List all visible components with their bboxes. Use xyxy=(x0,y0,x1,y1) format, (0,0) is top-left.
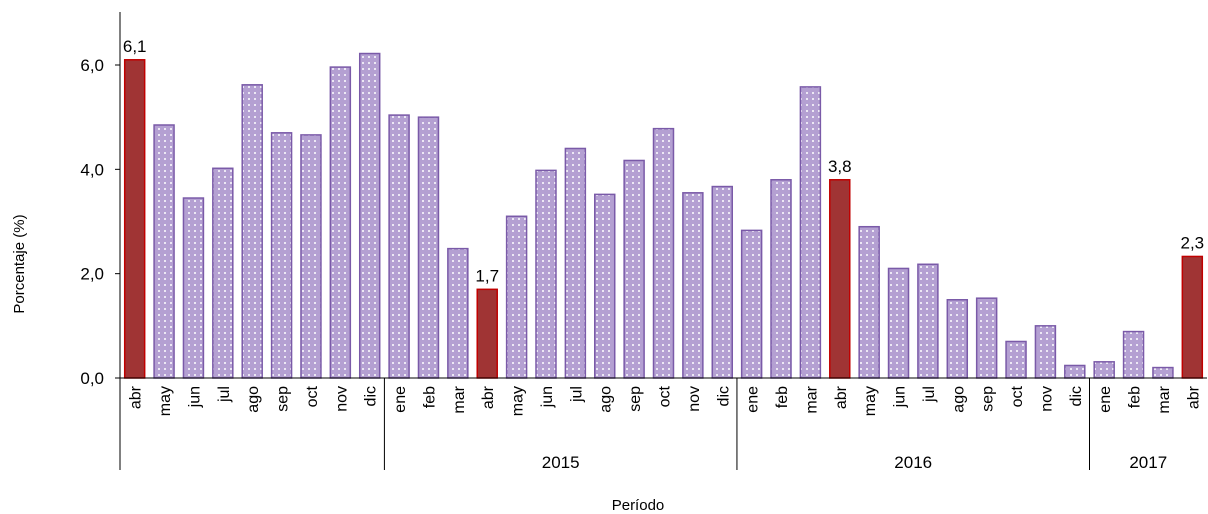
x-tick-label: ago xyxy=(598,386,615,413)
x-tick-label: dic xyxy=(363,386,380,406)
x-tick-label: sep xyxy=(275,386,292,412)
y-tick-label: 6,0 xyxy=(80,56,104,75)
bar xyxy=(564,147,587,379)
x-tick-label: oct xyxy=(304,385,321,407)
bar-highlighted xyxy=(1181,255,1204,379)
bar xyxy=(212,167,234,379)
bar xyxy=(182,197,205,379)
data-label: 2,3 xyxy=(1180,233,1204,252)
x-tick-label: abr xyxy=(833,385,850,409)
bar xyxy=(799,86,822,379)
bar xyxy=(270,132,293,379)
bar xyxy=(300,134,322,379)
bar xyxy=(153,124,175,379)
y-axis: 0,0 2,0 4,0 6,0 xyxy=(80,12,121,388)
x-tick-label: ene xyxy=(1097,386,1114,413)
x-tick-label: jun xyxy=(892,386,909,408)
bar xyxy=(917,263,939,379)
x-tick-label: abr xyxy=(128,385,145,409)
x-tick-label: jul xyxy=(216,386,233,403)
x-tick-label: mar xyxy=(451,385,468,413)
x-tick-label: mar xyxy=(1156,385,1173,413)
bar xyxy=(887,267,910,379)
x-tick-label: ene xyxy=(745,386,762,413)
bar xyxy=(1005,340,1027,379)
bar xyxy=(505,215,528,379)
x-tick-label: may xyxy=(510,386,527,416)
y-tick-label: 4,0 xyxy=(80,160,104,179)
bar xyxy=(623,159,645,379)
bar xyxy=(975,297,998,379)
x-tick-label: may xyxy=(862,386,879,416)
bar xyxy=(770,179,792,379)
x-tick-label: feb xyxy=(421,386,438,408)
bar xyxy=(1152,366,1174,379)
x-tick-label: nov xyxy=(333,386,350,412)
x-tick-label: feb xyxy=(1127,386,1144,408)
x-axis: abr may jun jul ago sep oct nov dic ene feb mar abr m… xyxy=(119,377,1207,472)
x-tick-label: oct xyxy=(657,385,674,407)
year-label: 2016 xyxy=(894,453,932,472)
bar xyxy=(329,66,352,379)
x-tick-label: sep xyxy=(627,386,644,412)
bar xyxy=(1064,364,1086,379)
x-tick-label: jun xyxy=(186,386,203,408)
x-tick-label: ago xyxy=(245,386,262,413)
bar xyxy=(740,229,763,379)
bar xyxy=(241,84,263,379)
bar xyxy=(1034,325,1057,379)
bar-highlighted xyxy=(123,59,146,379)
x-tick-label: abr xyxy=(1185,385,1202,409)
bars xyxy=(123,52,1204,379)
x-tick-label: nov xyxy=(1038,386,1055,412)
bar xyxy=(417,116,440,379)
y-axis-title: Porcentaje (%) xyxy=(11,214,28,313)
bar xyxy=(652,127,675,379)
data-labels: 6,1 1,7 3,8 2,3 xyxy=(123,37,1204,286)
x-tick-label: feb xyxy=(774,386,791,408)
x-tick-label: jul xyxy=(921,386,938,403)
x-tick-label: may xyxy=(157,386,174,416)
bar xyxy=(388,114,410,379)
bar xyxy=(1093,361,1115,379)
y-tick-label: 2,0 xyxy=(80,265,104,284)
x-tick-label: jun xyxy=(539,386,556,408)
x-tick-label: dic xyxy=(1068,386,1085,406)
x-tick-label: sep xyxy=(980,386,997,412)
bar xyxy=(594,193,616,379)
x-tick-label: nov xyxy=(686,386,703,412)
bar xyxy=(858,225,880,379)
bar xyxy=(1122,330,1145,379)
bar-highlighted xyxy=(476,288,498,379)
data-label: 3,8 xyxy=(828,157,852,176)
x-tick-label: ago xyxy=(950,386,967,413)
bar xyxy=(535,169,557,379)
year-label: 2017 xyxy=(1129,453,1167,472)
x-tick-label: mar xyxy=(803,385,820,413)
x-tick-label: jul xyxy=(568,386,585,403)
data-label: 6,1 xyxy=(123,37,147,56)
bar xyxy=(682,192,704,379)
y-tick-label: 0,0 xyxy=(80,369,104,388)
x-tick-label: abr xyxy=(480,385,497,409)
bar xyxy=(711,185,733,379)
bar-highlighted xyxy=(829,179,851,379)
bar xyxy=(946,299,969,379)
data-label: 1,7 xyxy=(475,266,499,285)
bar xyxy=(358,52,381,379)
x-tick-label: dic xyxy=(715,386,732,406)
x-tick-label: oct xyxy=(1009,385,1026,407)
bar xyxy=(447,247,469,379)
year-label: 2015 xyxy=(542,453,580,472)
x-tick-label: ene xyxy=(392,386,409,413)
x-axis-title: Período xyxy=(612,497,665,514)
